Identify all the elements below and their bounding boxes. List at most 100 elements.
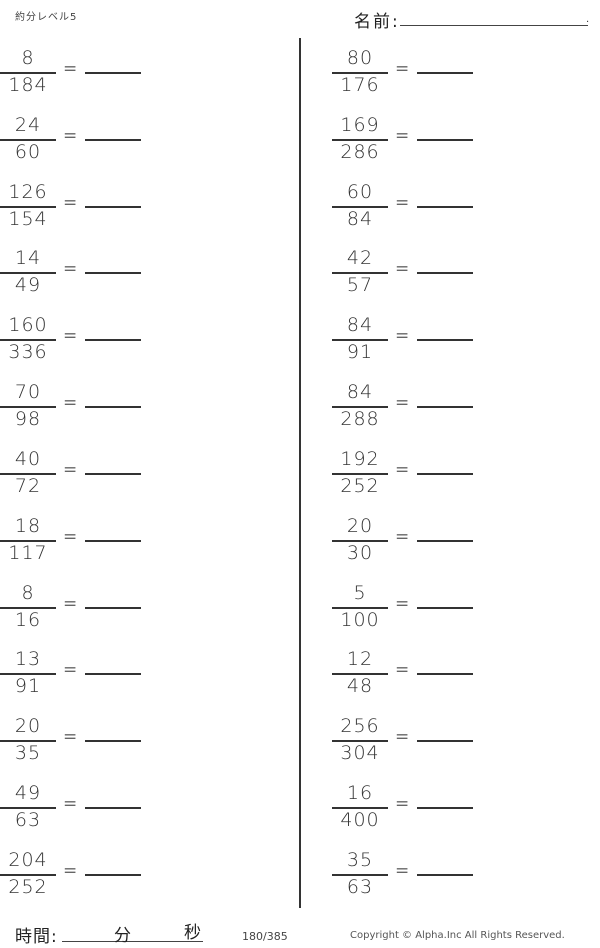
equals-sign: = <box>395 459 410 480</box>
denominator: 35 <box>14 742 42 765</box>
denominator: 117 <box>8 541 48 564</box>
fraction-problem: 256 304 = <box>332 715 482 777</box>
numerator: 70 <box>14 381 42 404</box>
numerator: 40 <box>14 447 42 470</box>
answer-blank[interactable] <box>417 472 473 475</box>
answer-blank[interactable] <box>417 740 473 743</box>
fraction-bar <box>0 339 56 342</box>
fraction-problem: 80 176 = <box>332 47 482 109</box>
answer-blank[interactable] <box>417 205 473 208</box>
equals-sign: = <box>395 326 410 347</box>
denominator: 336 <box>8 341 48 364</box>
seconds-label: 秒 <box>184 923 201 943</box>
fraction-bar <box>0 673 56 676</box>
numerator: 8 <box>21 47 35 69</box>
denominator: 252 <box>340 474 380 497</box>
answer-blank[interactable] <box>417 406 473 409</box>
numerator: 24 <box>14 113 42 136</box>
fraction-problem: 20 30 = <box>332 515 482 577</box>
name-end-mark: . <box>586 14 590 25</box>
fraction-bar <box>332 740 388 743</box>
fraction-problem: 12 48 = <box>332 648 482 710</box>
denominator: 100 <box>340 608 380 631</box>
equals-sign: = <box>63 593 78 614</box>
answer-blank[interactable] <box>85 138 141 141</box>
answer-blank[interactable] <box>417 339 473 342</box>
answer-blank[interactable] <box>85 606 141 609</box>
equals-sign: = <box>63 860 78 881</box>
answer-blank[interactable] <box>417 606 473 609</box>
answer-blank[interactable] <box>85 673 141 676</box>
answer-blank[interactable] <box>417 807 473 810</box>
numerator: 42 <box>346 247 374 270</box>
fraction-bar <box>0 740 56 743</box>
equals-sign: = <box>395 393 410 414</box>
fraction-problem: 70 98 = <box>0 381 150 443</box>
answer-blank[interactable] <box>85 539 141 542</box>
answer-blank[interactable] <box>417 72 473 74</box>
fraction-problem: 24 60 = <box>0 113 150 176</box>
denominator: 63 <box>346 875 374 898</box>
fraction-bar <box>0 472 56 475</box>
equals-sign: = <box>63 459 78 480</box>
fraction-bar <box>0 606 56 609</box>
fraction-problem: 16 400 = <box>332 782 482 844</box>
fraction-problem: 20 35 = <box>0 715 150 777</box>
fraction-bar <box>332 138 388 141</box>
time-label: 時間: <box>15 927 58 947</box>
answer-blank[interactable] <box>85 72 141 74</box>
denominator: 60 <box>14 140 42 163</box>
fraction-bar <box>0 406 56 409</box>
equals-sign: = <box>395 125 410 146</box>
fraction-problem: 169 286 = <box>332 114 482 176</box>
fraction-bar <box>0 272 56 275</box>
name-field[interactable] <box>400 25 588 26</box>
fraction-bar <box>332 606 388 609</box>
answer-blank[interactable] <box>85 339 141 342</box>
equals-sign: = <box>63 326 78 347</box>
fraction-problem: 49 63 = <box>0 782 150 844</box>
numerator: 49 <box>14 782 42 805</box>
fraction-problem: 84 288 = <box>332 381 482 443</box>
numerator: 60 <box>346 180 374 203</box>
equals-sign: = <box>63 727 78 748</box>
answer-blank[interactable] <box>417 539 473 542</box>
fraction-problem: 84 91 = <box>332 314 482 376</box>
column-divider <box>299 38 301 908</box>
answer-blank[interactable] <box>85 807 141 810</box>
denominator: 400 <box>340 809 380 832</box>
answer-blank[interactable] <box>417 138 473 141</box>
answer-blank[interactable] <box>85 406 141 409</box>
numerator: 13 <box>14 648 42 671</box>
answer-blank[interactable] <box>85 205 141 208</box>
denominator: 16 <box>14 608 42 631</box>
numerator: 35 <box>346 848 374 871</box>
answer-blank[interactable] <box>417 272 473 275</box>
denominator: 286 <box>340 140 380 163</box>
fraction-problem: 126 154 = <box>0 181 150 243</box>
fraction-bar <box>332 807 388 810</box>
fraction-problem: 8 184 = <box>0 47 150 109</box>
answer-blank[interactable] <box>417 873 473 876</box>
equals-sign: = <box>63 393 78 414</box>
denominator: 30 <box>346 541 374 564</box>
answer-blank[interactable] <box>85 873 141 876</box>
time-field[interactable] <box>62 941 203 942</box>
equals-sign: = <box>395 794 410 815</box>
fraction-bar <box>332 873 388 876</box>
answer-blank[interactable] <box>85 472 141 475</box>
equals-sign: = <box>63 526 78 547</box>
denominator: 84 <box>346 207 374 230</box>
fraction-bar <box>332 472 388 475</box>
copyright: Copyright © Alpha.Inc All Rights Reserve… <box>350 930 565 941</box>
numerator: 18 <box>14 514 42 537</box>
fraction-problem: 60 84 = <box>332 180 482 243</box>
numerator: 80 <box>346 47 374 69</box>
fraction-bar <box>332 205 388 208</box>
fraction-problem: 14 49 = <box>0 247 150 309</box>
answer-blank[interactable] <box>85 272 141 275</box>
answer-blank[interactable] <box>85 740 141 743</box>
denominator: 184 <box>8 74 48 96</box>
denominator: 72 <box>14 474 42 497</box>
answer-blank[interactable] <box>417 673 473 676</box>
